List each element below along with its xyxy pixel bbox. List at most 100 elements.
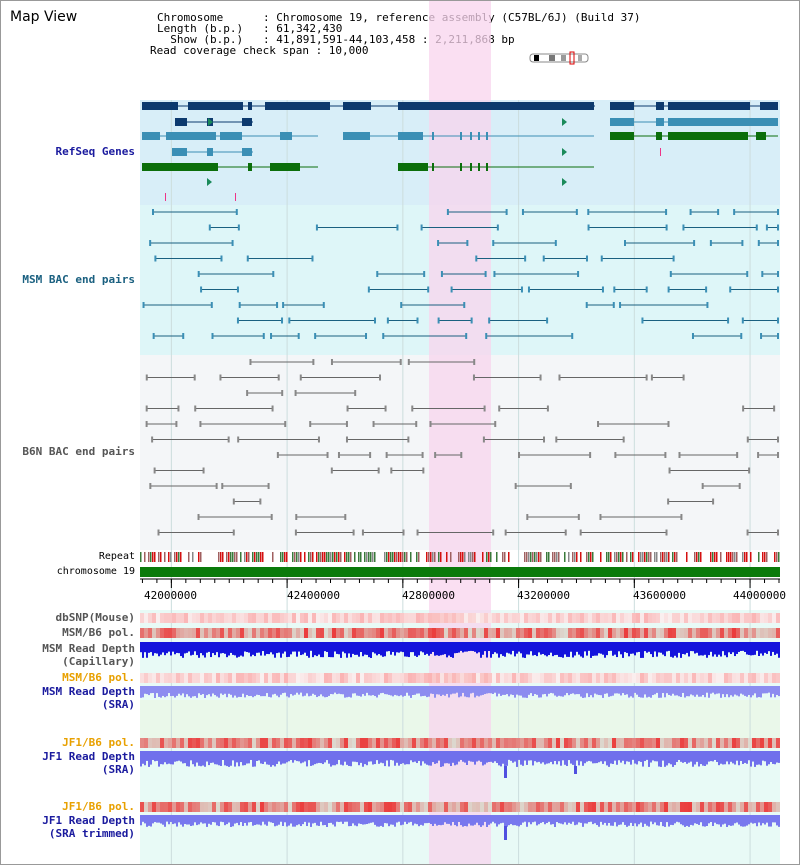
depth-bar <box>274 751 276 767</box>
repeat-mark <box>348 552 350 562</box>
heat-cell <box>316 613 320 623</box>
depth-bar <box>722 815 724 825</box>
track-label-jf1-b6-pol-2[interactable]: JF1/B6 pol. <box>62 800 135 813</box>
depth-bar <box>582 686 584 698</box>
depth-bar <box>378 642 380 655</box>
depth-bar <box>586 815 588 824</box>
heat-cell <box>596 628 600 638</box>
depth-bar <box>652 642 654 658</box>
depth-bar <box>260 642 262 656</box>
depth-bar <box>524 642 526 658</box>
heat-cell <box>616 628 620 638</box>
track-label-jf1-depth-trimmed[interactable]: JF1 Read Depth <box>42 814 135 827</box>
depth-bar <box>190 751 192 761</box>
depth-bar <box>386 815 388 824</box>
heat-cell <box>156 802 160 812</box>
depth-bar <box>654 815 656 823</box>
depth-bar <box>286 642 288 658</box>
depth-bar <box>660 751 662 767</box>
depth-bar <box>468 686 470 698</box>
heat-cell <box>732 802 736 812</box>
depth-bar <box>182 751 184 764</box>
heat-cell <box>760 673 764 683</box>
repeat-mark <box>608 552 610 562</box>
bac-end <box>736 452 739 458</box>
bac-end <box>344 514 347 520</box>
heat-cell <box>452 802 456 812</box>
depth-bar <box>504 815 506 827</box>
heat-cell <box>244 738 248 748</box>
depth-bar <box>524 815 526 822</box>
depth-bar <box>316 751 318 764</box>
track-label-b6n-bac[interactable]: B6N BAC end pairs <box>22 445 135 458</box>
bac-end <box>678 452 681 458</box>
repeat-mark <box>556 552 558 562</box>
heat-cell <box>264 673 268 683</box>
depth-bar <box>646 751 648 760</box>
depth-bar <box>656 815 658 826</box>
bac-end <box>496 224 499 231</box>
depth-bar <box>156 751 158 761</box>
heat-cell <box>376 673 380 683</box>
track-label-msm-depth-capillary[interactable]: MSM Read Depth <box>42 642 135 655</box>
track-label-msm-depth-sra[interactable]: MSM Read Depth <box>42 685 135 698</box>
repeat-mark <box>720 552 722 562</box>
heat-cell <box>280 628 284 638</box>
depth-bar <box>404 815 406 822</box>
heat-cell <box>484 628 488 638</box>
depth-bar <box>728 751 730 765</box>
depth-bar <box>720 751 722 764</box>
depth-bar <box>766 642 768 654</box>
depth-bar <box>564 815 566 823</box>
bac-end <box>777 240 779 246</box>
depth-bar <box>336 642 338 654</box>
heat-cell <box>604 613 608 623</box>
heat-cell <box>428 738 432 748</box>
depth-bar <box>154 686 156 698</box>
depth-bar <box>140 751 142 767</box>
depth-bar <box>294 751 296 761</box>
depth-bar <box>706 642 708 658</box>
depth-bar <box>392 751 394 761</box>
depth-bar <box>636 751 638 765</box>
depth-bar <box>642 686 644 698</box>
heat-cell <box>760 628 764 638</box>
depth-bar <box>304 751 306 762</box>
heat-cell <box>596 738 600 748</box>
repeat-mark <box>686 552 688 562</box>
repeat-mark <box>458 552 460 562</box>
track-label-msm-bac[interactable]: MSM BAC end pairs <box>22 273 135 286</box>
depth-bar <box>644 751 646 762</box>
heat-cell <box>488 738 492 748</box>
repeat-mark <box>736 552 738 562</box>
depth-bar <box>568 815 570 823</box>
bac-end <box>738 483 741 489</box>
bac-end <box>650 374 653 381</box>
depth-bar <box>496 751 498 763</box>
heat-cell <box>524 613 528 623</box>
heat-cell <box>440 673 444 683</box>
depth-bar <box>542 642 544 654</box>
heat-cell <box>228 673 232 683</box>
track-label-msm-b6-pol-sra[interactable]: MSM/B6 pol. <box>62 671 135 684</box>
depth-bar <box>266 686 268 694</box>
depth-bar <box>530 686 532 694</box>
heat-cell <box>696 673 700 683</box>
track-label-msm-b6-pol[interactable]: MSM/B6 pol. <box>62 626 135 639</box>
depth-bar <box>260 751 262 764</box>
heat-cell <box>452 673 456 683</box>
track-label-dbsnp[interactable]: dbSNP(Mouse) <box>55 611 135 624</box>
bac-end <box>199 421 202 427</box>
repeat-mark <box>660 552 662 562</box>
heat-cell <box>432 738 436 748</box>
repeat-mark <box>716 552 718 562</box>
heat-cell <box>764 628 768 638</box>
heat-cell <box>640 628 644 638</box>
depth-bar <box>572 815 574 822</box>
track-label-refseq[interactable]: RefSeq Genes <box>55 145 135 158</box>
track-label-jf1-b6-pol[interactable]: JF1/B6 pol. <box>62 736 135 749</box>
track-label-jf1-depth-sra[interactable]: JF1 Read Depth <box>42 750 135 763</box>
depth-bar <box>670 815 672 825</box>
depth-bar <box>408 686 410 696</box>
